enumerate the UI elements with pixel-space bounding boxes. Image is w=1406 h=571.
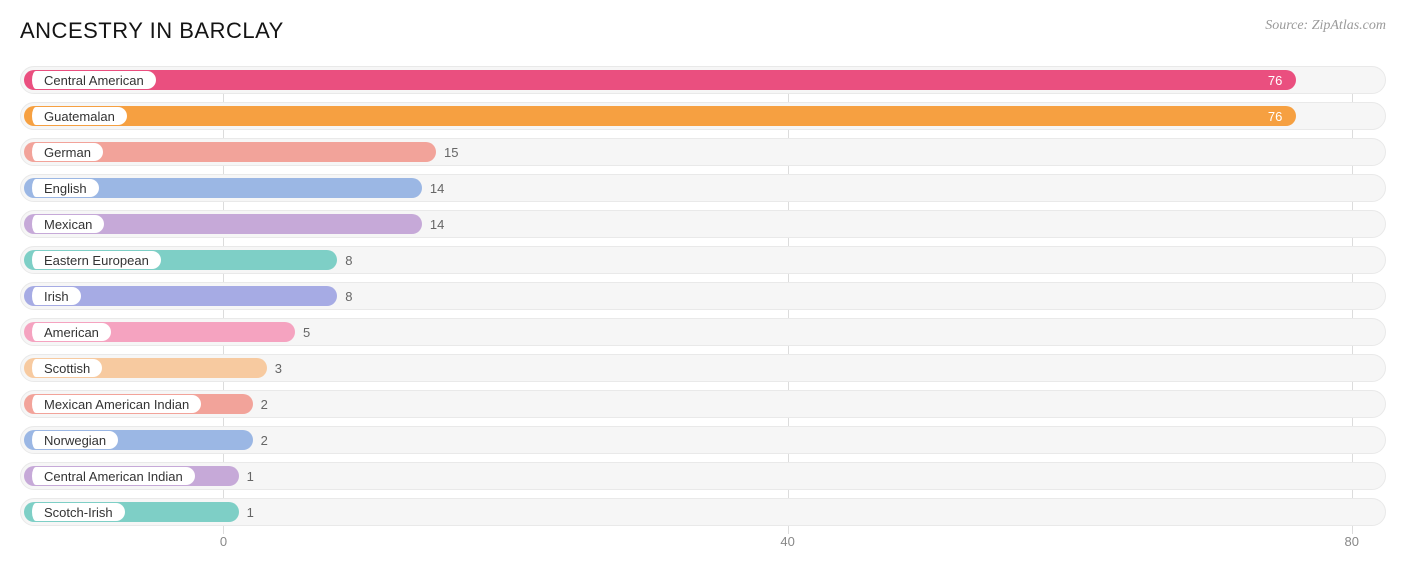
category-label: American bbox=[27, 323, 111, 341]
value-label: 76 bbox=[1268, 67, 1282, 93]
value-label: 76 bbox=[1268, 103, 1282, 129]
axis-tick: 40 bbox=[780, 534, 794, 549]
category-label: Central American bbox=[27, 71, 156, 89]
bar-row: Scotch-Irish 1 bbox=[20, 498, 1386, 526]
bar-row: Mexican 14 bbox=[20, 210, 1386, 238]
bar-row: Guatemalan 76 bbox=[20, 102, 1386, 130]
value-label: 1 bbox=[247, 463, 254, 489]
value-label: 8 bbox=[345, 247, 352, 273]
chart-title: ANCESTRY IN BARCLAY bbox=[20, 18, 284, 44]
category-label: Eastern European bbox=[27, 251, 161, 269]
value-label: 2 bbox=[261, 427, 268, 453]
x-axis: 0 40 80 bbox=[20, 534, 1386, 556]
category-label: English bbox=[27, 179, 99, 197]
bar-row: German 15 bbox=[20, 138, 1386, 166]
category-label: Irish bbox=[27, 287, 81, 305]
value-label: 3 bbox=[275, 355, 282, 381]
bar-row: English 14 bbox=[20, 174, 1386, 202]
value-label: 15 bbox=[444, 139, 458, 165]
category-label: Mexican bbox=[27, 215, 104, 233]
bar-row: Norwegian 2 bbox=[20, 426, 1386, 454]
category-label: German bbox=[27, 143, 103, 161]
axis-tick: 0 bbox=[220, 534, 227, 549]
bar-fill bbox=[24, 70, 1296, 90]
value-label: 2 bbox=[261, 391, 268, 417]
bar-row: Mexican American Indian 2 bbox=[20, 390, 1386, 418]
category-label: Mexican American Indian bbox=[27, 395, 201, 413]
bar-row: Eastern European 8 bbox=[20, 246, 1386, 274]
category-label: Scotch-Irish bbox=[27, 503, 125, 521]
bar-series: Central American76Guatemalan76German15En… bbox=[20, 66, 1386, 526]
bar-row: Central American 76 bbox=[20, 66, 1386, 94]
value-label: 14 bbox=[430, 175, 444, 201]
bar-row: Central American Indian 1 bbox=[20, 462, 1386, 490]
value-label: 8 bbox=[345, 283, 352, 309]
bar-row: Irish 8 bbox=[20, 282, 1386, 310]
category-label: Scottish bbox=[27, 359, 102, 377]
chart-area: Central American76Guatemalan76German15En… bbox=[20, 66, 1386, 566]
axis-tick: 80 bbox=[1345, 534, 1359, 549]
value-label: 5 bbox=[303, 319, 310, 345]
bar-fill bbox=[24, 106, 1296, 126]
header: ANCESTRY IN BARCLAY Source: ZipAtlas.com bbox=[20, 18, 1386, 44]
value-label: 1 bbox=[247, 499, 254, 525]
value-label: 14 bbox=[430, 211, 444, 237]
bar-row: Scottish 3 bbox=[20, 354, 1386, 382]
bar-row: American 5 bbox=[20, 318, 1386, 346]
category-label: Norwegian bbox=[27, 431, 118, 449]
source-attribution: Source: ZipAtlas.com bbox=[1265, 18, 1386, 34]
category-label: Central American Indian bbox=[27, 467, 195, 485]
category-label: Guatemalan bbox=[27, 107, 127, 125]
